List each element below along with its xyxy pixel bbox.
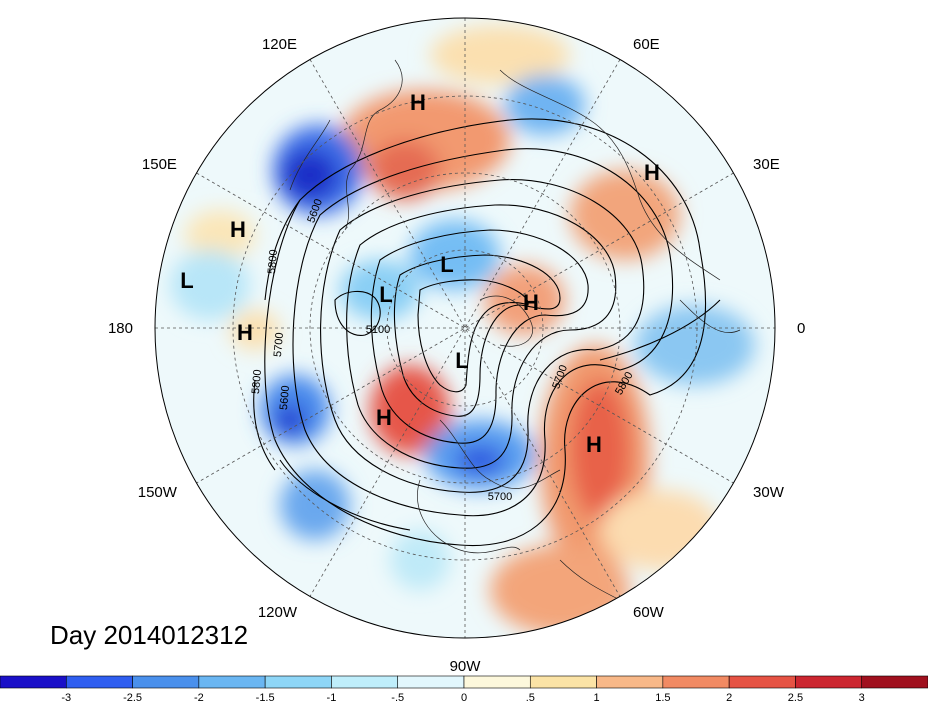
low-center-10: L bbox=[455, 348, 468, 373]
graticule bbox=[155, 18, 775, 638]
low-center-8: L bbox=[379, 282, 392, 307]
colorbar-tick-3: -1.5 bbox=[256, 692, 275, 702]
lon-label-2: 30E bbox=[753, 156, 780, 173]
colorbar-tick-7: .5 bbox=[526, 692, 535, 702]
colorbar: -3 -2.5 -2 -1.5 -1 -.5 0 .5 1 1.5 2 2.5 3 bbox=[0, 675, 928, 702]
colorbar-tick-1: -2.5 bbox=[123, 692, 142, 702]
colorbar-tick-4: -1 bbox=[327, 692, 337, 702]
contour-label-3: 5100 bbox=[366, 324, 390, 336]
colorbar-box-7 bbox=[463, 675, 531, 689]
colorbar-box-9 bbox=[596, 675, 664, 689]
colorbar-box-12 bbox=[795, 675, 863, 689]
lon-label-8: 150W bbox=[138, 484, 178, 501]
colorbar-tick-10: 2 bbox=[726, 692, 732, 702]
contour-label-4: 5600 bbox=[278, 385, 292, 410]
high-center-2: H bbox=[230, 217, 246, 242]
colorbar-box-8 bbox=[529, 675, 597, 689]
longitude-labels: 90E 60E 30E 0 30W 60W 90W 120W 150W 180 150E 120E bbox=[108, 0, 805, 675]
map-boundary bbox=[154, 17, 776, 639]
colorbar-box-13 bbox=[861, 675, 928, 689]
colorbar-tick-5: -.5 bbox=[391, 692, 404, 702]
date-label: Day 2014012312 bbox=[50, 620, 249, 650]
colorbar-tick-2: -2 bbox=[194, 692, 204, 702]
contour-label-8: 5700 bbox=[488, 491, 512, 503]
colorbar-box-10 bbox=[662, 675, 730, 689]
colorbar-box-3 bbox=[198, 675, 266, 689]
high-center-4: H bbox=[523, 290, 539, 315]
high-center-1: H bbox=[644, 160, 660, 185]
lon-label-7: 120W bbox=[258, 604, 298, 621]
lon-label-10: 150E bbox=[142, 156, 177, 173]
lon-label-4: 30W bbox=[753, 484, 785, 501]
lon-label-6: 90W bbox=[450, 658, 482, 675]
high-center-5: H bbox=[376, 405, 392, 430]
contour-label-2: 5700 bbox=[272, 332, 286, 357]
lon-label-3: 0 bbox=[797, 320, 805, 337]
colorbar-tick-8: 1 bbox=[594, 692, 600, 702]
contour-label-1: 5800 bbox=[266, 249, 280, 274]
height-contours bbox=[253, 118, 721, 547]
lon-label-0: 90E bbox=[452, 0, 479, 3]
colorbar-tick-9: 1.5 bbox=[655, 692, 670, 702]
colorbar-box-0 bbox=[0, 675, 67, 689]
high-center-3: H bbox=[237, 320, 253, 345]
colorbar-ticks: -3 -2.5 -2 -1.5 -1 -.5 0 .5 1 1.5 2 2.5 3 bbox=[61, 692, 864, 702]
colorbar-box-2 bbox=[132, 675, 200, 689]
high-center-0: H bbox=[410, 90, 426, 115]
low-center-7: L bbox=[440, 252, 453, 277]
high-center-6: H bbox=[586, 432, 602, 457]
lon-label-1: 60E bbox=[633, 36, 660, 53]
lon-label-5: 60W bbox=[633, 604, 665, 621]
lon-label-9: 180 bbox=[108, 320, 133, 337]
colorbar-box-1 bbox=[65, 675, 133, 689]
coastlines bbox=[289, 59, 741, 601]
colorbar-box-4 bbox=[264, 675, 332, 689]
colorbar-tick-6: 0 bbox=[461, 692, 467, 702]
colorbar-box-5 bbox=[331, 675, 399, 689]
lon-label-11: 120E bbox=[262, 36, 297, 53]
colorbar-tick-11: 2.5 bbox=[788, 692, 803, 702]
low-center-9: L bbox=[180, 268, 193, 293]
pressure-centers: H H H H H H H L L L L bbox=[180, 90, 660, 457]
colorbar-box-6 bbox=[397, 675, 465, 689]
colorbar-boxes bbox=[0, 675, 928, 689]
colorbar-box-11 bbox=[728, 675, 796, 689]
colorbar-tick-12: 3 bbox=[859, 692, 865, 702]
colorbar-tick-0: -3 bbox=[61, 692, 71, 702]
anomaly-field bbox=[155, 18, 775, 638]
contour-label-5: 5800 bbox=[250, 369, 264, 394]
